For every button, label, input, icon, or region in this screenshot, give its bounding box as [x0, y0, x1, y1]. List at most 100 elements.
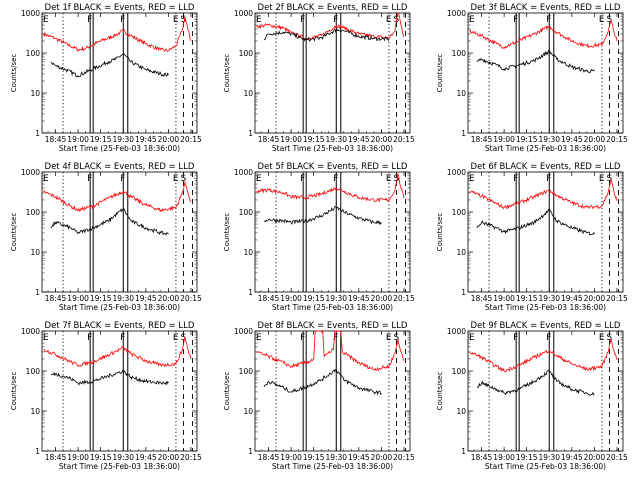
- flag-label: F: [546, 15, 551, 25]
- events-series-line: [263, 206, 382, 225]
- panel-title: Det 1f BLACK = Events, RED = LLD: [45, 3, 195, 13]
- panel-det-2: Det 2f BLACK = Events, RED = LLD 1 10 100 10…: [223, 3, 415, 153]
- y-axis-label: Counts/sec: [223, 213, 231, 252]
- x-tick-label: 19:45: [135, 294, 157, 303]
- panel-det-6: Det 6f BLACK = Events, RED = LLD 1 10 100 10…: [436, 162, 628, 312]
- events-series-line: [50, 53, 169, 78]
- lld-series-line: [469, 338, 618, 373]
- lld-series-line: [256, 12, 405, 41]
- x-tick-label: 20:00: [584, 135, 606, 144]
- flag-label: S: [180, 333, 186, 343]
- y-tick-label: 10: [30, 248, 40, 257]
- flag-label: F: [513, 15, 518, 25]
- x-tick-label: 19:00: [493, 135, 515, 144]
- y-tick-label: 1000: [21, 9, 40, 18]
- x-tick-label: 20:15: [180, 135, 202, 144]
- panel-title: Det 3f BLACK = Events, RED = LLD: [471, 3, 621, 13]
- flag-label: F: [300, 15, 305, 25]
- flag-label: S: [393, 174, 399, 184]
- y-tick-label: 100: [452, 208, 467, 217]
- x-tick-label: 19:30: [325, 135, 347, 144]
- lld-series-line: [43, 337, 192, 368]
- x-tick-label: 20:15: [393, 135, 415, 144]
- x-tick-label: 18:45: [45, 135, 67, 144]
- x-tick-label: 20:00: [371, 135, 393, 144]
- y-tick-label: 1000: [234, 327, 253, 336]
- y-tick-label: 1: [461, 447, 466, 456]
- y-tick-label: 10: [243, 248, 253, 257]
- y-tick-label: 1000: [234, 168, 253, 177]
- y-tick-label: 1: [248, 129, 253, 138]
- x-tick-label: 19:15: [90, 453, 112, 462]
- x-tick-label: 19:30: [325, 294, 347, 303]
- x-tick-label: 20:15: [393, 453, 415, 462]
- flag-label: F: [546, 174, 551, 184]
- y-tick-label: 1: [35, 129, 40, 138]
- x-tick-label: 19:15: [303, 135, 325, 144]
- x-axis-label: Start Time (25-Feb-03 18:36:00): [485, 144, 606, 153]
- flag-label: F: [87, 15, 92, 25]
- flag-label: E: [256, 15, 262, 25]
- y-axis-label: Counts/sec: [436, 372, 444, 411]
- flag-label: S: [393, 333, 399, 343]
- x-tick-label: 18:45: [471, 453, 493, 462]
- y-tick-label: 10: [456, 89, 466, 98]
- x-tick-label: 19:00: [493, 453, 515, 462]
- flag-label: E: [43, 15, 49, 25]
- x-tick-label: 19:30: [538, 135, 560, 144]
- y-tick-label: 1000: [447, 168, 466, 177]
- x-tick-label: 19:15: [303, 294, 325, 303]
- panel-det-5: Det 5f BLACK = Events, RED = LLD 1 10 100 10…: [223, 162, 415, 312]
- plot-frame: [254, 171, 411, 293]
- panel-det-3: Det 3f BLACK = Events, RED = LLD 1 10 100 10…: [436, 3, 628, 153]
- events-series-line: [476, 208, 595, 236]
- x-tick-label: 19:15: [303, 453, 325, 462]
- plot-frame: [467, 171, 624, 293]
- flag-label: E: [256, 174, 262, 184]
- lld-series-line: [43, 180, 192, 213]
- y-axis-label: Counts/sec: [10, 213, 18, 252]
- x-tick-label: 20:00: [584, 294, 606, 303]
- y-tick-label: 100: [239, 367, 254, 376]
- x-tick-label: 19:15: [90, 135, 112, 144]
- x-tick-label: 18:45: [258, 135, 280, 144]
- x-tick-label: 18:45: [471, 294, 493, 303]
- x-axis-label: Start Time (25-Feb-03 18:36:00): [485, 462, 606, 471]
- flag-label: E: [386, 15, 392, 25]
- x-tick-label: 19:45: [348, 294, 370, 303]
- x-axis-label: Start Time (25-Feb-03 18:36:00): [485, 303, 606, 312]
- y-tick-label: 10: [456, 248, 466, 257]
- x-tick-label: 19:00: [493, 294, 515, 303]
- flag-label: E: [599, 15, 605, 25]
- flag-label: E: [173, 15, 179, 25]
- panel-det-8: Det 8f BLACK = Events, RED = LLD 1 10 100 10…: [223, 321, 415, 471]
- y-tick-label: 1000: [21, 327, 40, 336]
- flag-label: F: [87, 174, 92, 184]
- x-tick-label: 19:30: [538, 453, 560, 462]
- y-tick-label: 1: [248, 288, 253, 297]
- y-tick-label: 100: [452, 367, 467, 376]
- flag-label: F: [333, 333, 338, 343]
- x-tick-label: 18:45: [45, 294, 67, 303]
- y-tick-label: 1: [35, 447, 40, 456]
- flag-label: F: [300, 333, 305, 343]
- plot-frame: [41, 171, 198, 293]
- panel-title: Det 9f BLACK = Events, RED = LLD: [471, 321, 621, 331]
- panel-title: Det 8f BLACK = Events, RED = LLD: [258, 321, 408, 331]
- x-tick-label: 20:00: [158, 294, 180, 303]
- plot-frame: [467, 330, 624, 452]
- flag-label: E: [469, 15, 475, 25]
- y-tick-label: 10: [30, 89, 40, 98]
- x-tick-label: 20:00: [371, 453, 393, 462]
- events-series-line: [50, 369, 169, 386]
- lld-series-line: [256, 329, 405, 372]
- lld-series-line: [469, 19, 618, 50]
- panel-title: Det 7f BLACK = Events, RED = LLD: [45, 321, 195, 331]
- y-axis-label: Counts/sec: [436, 54, 444, 93]
- x-tick-label: 19:30: [538, 294, 560, 303]
- panel-title: Det 6f BLACK = Events, RED = LLD: [471, 162, 621, 172]
- flag-label: E: [256, 333, 262, 343]
- flag-label: F: [513, 333, 518, 343]
- x-tick-label: 19:30: [112, 135, 134, 144]
- y-tick-label: 1: [35, 288, 40, 297]
